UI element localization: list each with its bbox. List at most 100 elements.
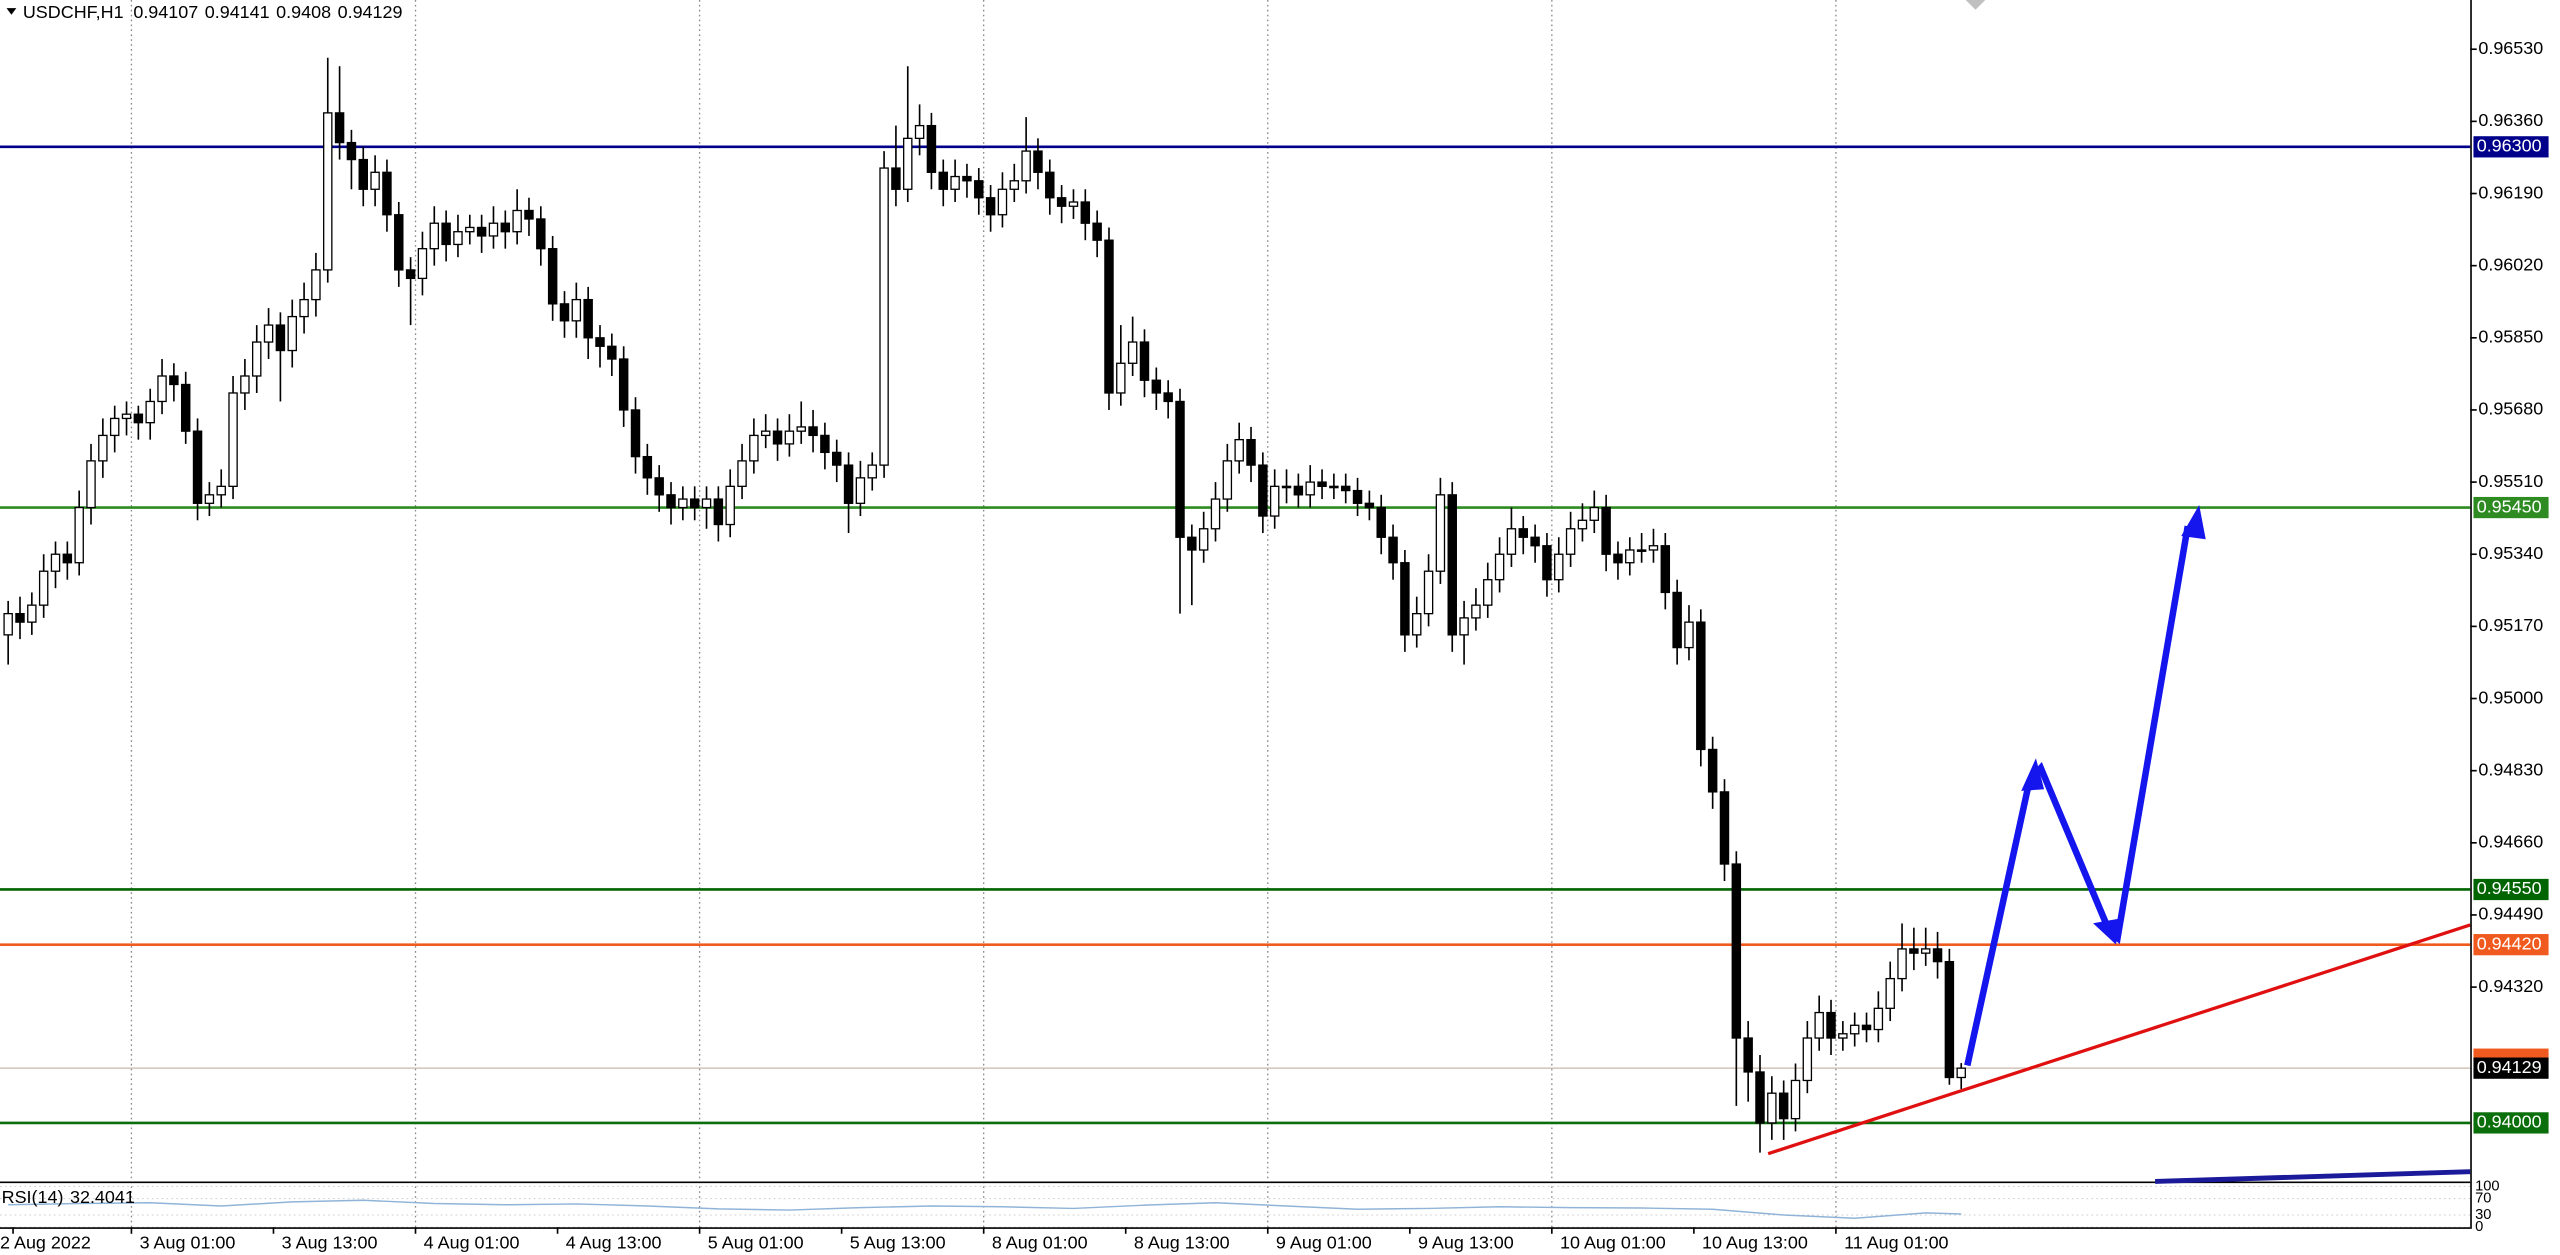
candle-body [86,460,96,509]
candle-body [654,477,664,496]
open-price: 0.94107 [133,2,198,22]
candle-body [1696,621,1706,751]
y-tick-label: 0.95340 [2478,543,2543,563]
y-tick-label: 0.95170 [2478,615,2543,635]
y-tick-label: 0.96190 [2478,182,2543,202]
candle-body [98,434,108,462]
x-tick-label: 4 Aug 01:00 [424,1232,520,1252]
candle-body [808,426,818,437]
candle-body [441,222,451,246]
candle-body [1861,1024,1872,1031]
candle-body [1045,171,1055,199]
candle-body [157,375,167,403]
candle-body [559,303,570,322]
rsi-tick-label: 0 [2475,1219,2483,1235]
candle-body [1530,536,1540,547]
candle-body [1790,1079,1801,1120]
candle-body [1364,502,1375,509]
candle-body [1814,1011,1824,1039]
candle-body [192,430,203,504]
candle-body [216,485,226,496]
candle-body [642,455,653,479]
candle-body [1352,489,1363,504]
candles-layer [3,57,1966,1219]
candle-body [678,498,688,509]
candle-body [1494,553,1505,581]
candle-body [252,341,262,377]
candle-body [1269,485,1280,517]
rsi-name: RSI(14) [2,1187,64,1207]
candle-body [583,298,593,339]
candle-body [737,460,747,487]
candle-body [204,494,215,504]
candle-body [1435,494,1446,572]
candle-body [1565,528,1576,555]
candle-body [358,158,368,190]
candle-body [595,337,605,347]
candle-body [417,248,428,280]
rsi-header: RSI(14) 32.4041 [2,1187,135,1207]
candle-body [1281,485,1292,489]
y-tick-label: 0.94830 [2478,759,2543,779]
candle-body [169,375,179,386]
rsi-line [8,1199,1962,1219]
candle-body [1163,392,1173,403]
candle-body [1885,977,1895,1009]
candle-body [1447,494,1457,636]
candle-body [607,345,617,360]
level-tag-label: 0.94000 [2477,1112,2542,1132]
y-tick-label: 0.96020 [2478,254,2543,274]
rsi-tick-label: 100 [2475,1178,2500,1194]
candle-body [1033,150,1043,173]
candle-body [1080,201,1091,224]
level-tag-label: 0.94420 [2477,933,2542,953]
candle-body [618,358,629,411]
candle-body [938,171,948,190]
level-tag-label: 0.96300 [2477,136,2542,156]
candle-body [1873,1007,1884,1031]
arrowhead [2093,918,2121,945]
candle-body [950,175,960,190]
candle-body [772,430,783,445]
y-tick-label: 0.94660 [2478,832,2543,852]
candle-body [180,383,191,432]
level-tag [2473,496,2549,519]
candle-body [1222,460,1233,500]
candle-body [334,112,345,144]
candle-body [1956,1067,1966,1079]
candle-body [1151,379,1162,394]
menu-triangle [6,8,17,15]
candle-body [1068,201,1079,207]
current-price-label: 0.94129 [2477,1057,2542,1077]
candle-body [382,171,392,216]
arrowhead [2021,758,2045,791]
candle-body [1293,485,1304,496]
candle-body [453,231,463,246]
candle-body [370,171,380,190]
x-tick-label: 3 Aug 01:00 [140,1232,236,1252]
candle-body [1340,485,1351,492]
y-tick-label: 0.94320 [2478,976,2543,996]
candle-body [1897,948,1907,980]
candle-body [1920,948,1931,954]
candle-body [133,413,144,424]
candle-body [571,298,582,322]
candle-body [701,498,712,509]
candle-body [962,175,972,182]
candle-body [287,315,297,352]
candle-body [713,498,724,526]
candle-body [476,226,487,237]
candle-body [1376,506,1386,538]
candle-body [1909,948,1919,954]
candle-body [997,188,1008,216]
candle-body [1719,791,1730,865]
forecast-arrow [1964,525,2191,1067]
level-tag [2473,1112,2549,1134]
candle-body [1234,439,1244,462]
candle-body [1707,748,1718,793]
x-tick-label: 10 Aug 13:00 [1702,1232,1808,1252]
candle-body [1187,536,1197,551]
candle-body [1127,341,1138,364]
